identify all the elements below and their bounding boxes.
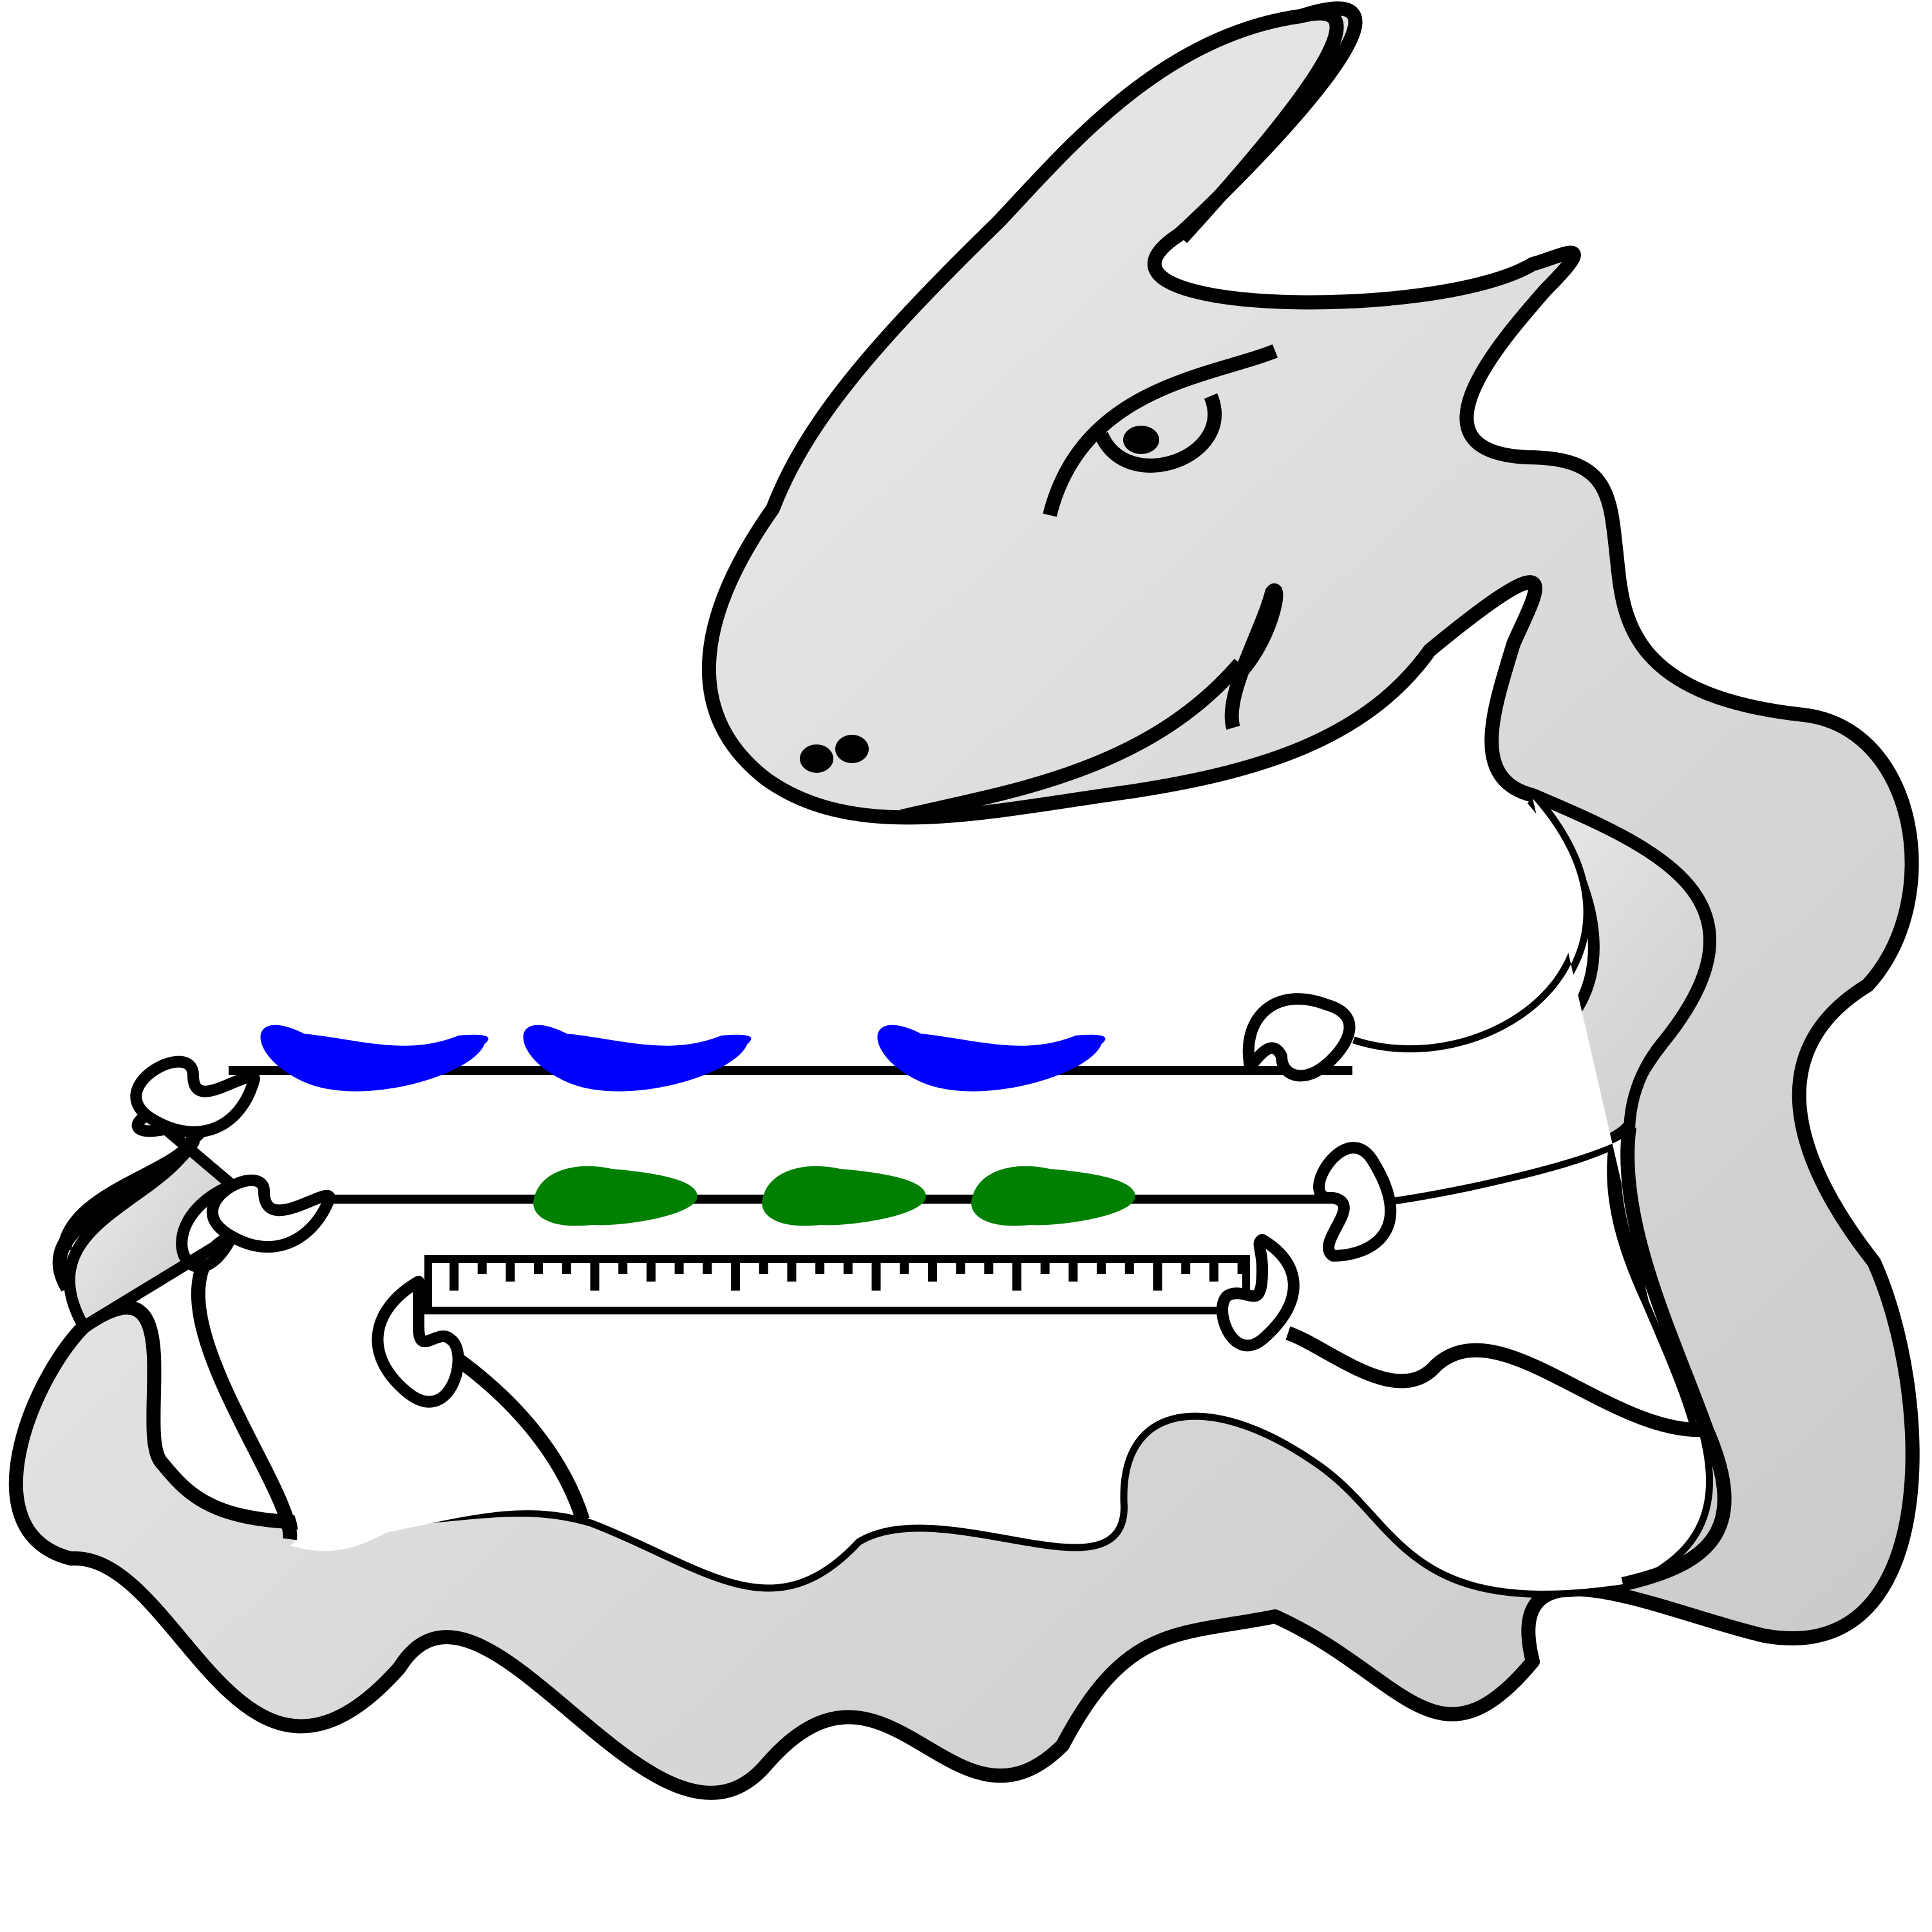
skewer-blue-item [877,1025,1106,1092]
claw-green-left [207,1174,336,1253]
fang [1224,583,1283,730]
skewer-blue-item [260,1025,489,1092]
nostril-right [835,735,869,763]
mouth-line [900,658,1245,824]
claw-green-right [1313,1142,1397,1262]
skewer-blue-item [523,1025,752,1092]
claw-ruler-left [372,1276,464,1408]
pupil [1123,426,1159,454]
skewer-green-item [762,1166,926,1226]
skewer-green-items [533,1166,1135,1226]
dragon-horn [993,6,1344,243]
skewer-ruler [424,1255,1250,1314]
eye [1094,393,1222,473]
claw-blue-right [1242,993,1356,1082]
nostril-left [800,744,833,773]
skewer-green-item [533,1166,697,1226]
claw-ruler-right [1217,1234,1300,1352]
claw-blue-left [130,1056,260,1138]
skewer-blue-items [260,1025,1106,1092]
brow-line [1043,344,1278,517]
inner-space [219,799,1707,1591]
inner-fold-middle [453,1353,590,1522]
left-arm [63,1089,244,1332]
inner-fold-right [1285,1326,1707,1437]
skewer-green-item [971,1166,1135,1226]
ruler-ticks [450,1262,1247,1291]
coil-outline-right [1620,1126,1732,1591]
claw-blue-left-wrist [57,1136,200,1251]
dragon-body [8,1,1920,1800]
